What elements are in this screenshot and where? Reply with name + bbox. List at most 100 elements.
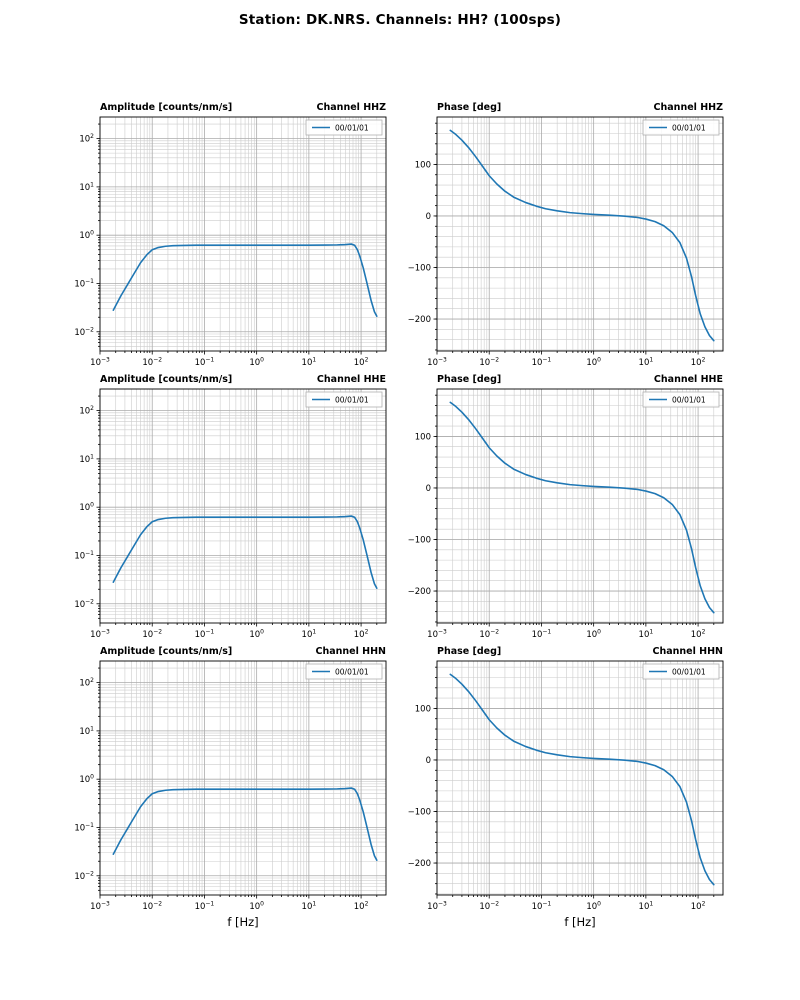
legend-label: 00/01/01 (672, 395, 706, 404)
svg-text:101: 101 (639, 901, 654, 913)
svg-text:102: 102 (79, 133, 94, 145)
subplot-title-left: Amplitude [counts/nm/s] (100, 102, 232, 113)
svg-text:10−2: 10−2 (142, 901, 162, 913)
svg-text:10−1: 10−1 (195, 629, 215, 641)
svg-text:100: 100 (249, 901, 264, 913)
axis-ticks (96, 123, 378, 355)
svg-text:101: 101 (302, 629, 317, 641)
svg-text:10−1: 10−1 (532, 901, 552, 913)
legend-label: 00/01/01 (672, 667, 706, 676)
chart-amplitude-hhz: 10−3 10−2 10−1 100 101 102 10−2 10−1 100 101 102 Am… (74, 102, 387, 368)
svg-text:−200: −200 (408, 315, 431, 325)
svg-text:0: 0 (426, 756, 431, 766)
major-grid (99, 389, 386, 623)
x-axis-label-amplitude: f [Hz] (227, 915, 259, 929)
subplot-title-right: Channel HHZ (317, 102, 387, 113)
svg-text:101: 101 (302, 901, 317, 913)
series-line (449, 401, 715, 614)
svg-text:102: 102 (79, 677, 94, 689)
subplot-title-right: Channel HHN (652, 646, 723, 657)
axes-frame (99, 660, 387, 896)
svg-text:10−3: 10−3 (427, 629, 447, 641)
svg-text:−100: −100 (408, 808, 431, 818)
svg-text:10−2: 10−2 (74, 326, 94, 338)
subplot-amplitude-hhe: 10−3 10−2 10−1 100 101 102 10−2 10−1 100 101 102 Am… (54, 369, 394, 641)
svg-text:102: 102 (691, 629, 706, 641)
svg-text:100: 100 (249, 629, 264, 641)
series-line (112, 787, 378, 862)
subplot-phase-hhe: 10−3 10−2 10−1 100 101 102 −200 −100 0 100 Phase [… (391, 369, 731, 641)
tick-labels: 10−3 10−2 10−1 100 101 102 10−2 10−1 100 101 102 (74, 133, 368, 368)
minor-grid (100, 661, 386, 895)
svg-text:−100: −100 (408, 264, 431, 274)
subplot-title-left: Amplitude [counts/nm/s] (100, 646, 232, 657)
tick-labels: 10−3 10−2 10−1 100 101 102 10−2 10−1 100 101 102 (74, 405, 368, 640)
major-grid (99, 661, 386, 895)
x-axis-label-phase: f [Hz] (564, 915, 596, 929)
minor-grid (437, 117, 723, 351)
figure-title: Station: DK.NRS. Channels: HH? (100sps) (238, 12, 562, 28)
svg-text:10−2: 10−2 (142, 629, 162, 641)
legend-label: 00/01/01 (335, 395, 369, 404)
subplot-phase-hhz: 10−3 10−2 10−1 100 101 102 −200 −100 0 100 Phase [… (391, 97, 731, 369)
subplot-title-left: Phase [deg] (437, 646, 501, 657)
legend: 00/01/01 (642, 391, 720, 408)
svg-text:102: 102 (354, 901, 369, 913)
legend-label: 00/01/01 (672, 123, 706, 132)
svg-text:102: 102 (354, 357, 369, 369)
svg-text:101: 101 (302, 357, 317, 369)
svg-text:−200: −200 (408, 587, 431, 597)
subplot-title-left: Phase [deg] (437, 102, 501, 113)
svg-text:0: 0 (426, 212, 431, 222)
svg-text:100: 100 (586, 901, 601, 913)
minor-grid (100, 389, 386, 623)
major-grid (436, 389, 723, 623)
svg-text:101: 101 (639, 357, 654, 369)
chart-phase-hhn: 10−3 10−2 10−1 100 101 102 −200 −100 0 100 Phase [… (408, 646, 724, 912)
svg-text:10−1: 10−1 (532, 357, 552, 369)
chart-amplitude-hhn: 10−3 10−2 10−1 100 101 102 10−2 10−1 100 101 102 Am… (74, 646, 387, 912)
svg-text:−100: −100 (408, 536, 431, 546)
svg-text:10−3: 10−3 (90, 357, 110, 369)
tick-labels: 10−3 10−2 10−1 100 101 102 −200 −100 0 100 (408, 704, 706, 912)
axes-frame (99, 116, 387, 352)
major-grid (99, 117, 386, 351)
axis-ticks (96, 667, 378, 899)
svg-text:10−1: 10−1 (195, 901, 215, 913)
tick-labels: 10−3 10−2 10−1 100 101 102 10−2 10−1 100 101 102 (74, 677, 368, 912)
svg-text:10−1: 10−1 (74, 822, 94, 834)
svg-text:10−3: 10−3 (427, 357, 447, 369)
subplot-amplitude-hhn: 10−3 10−2 10−1 100 101 102 10−2 10−1 100 101 102 Am… (54, 641, 394, 913)
chart-amplitude-hhe: 10−3 10−2 10−1 100 101 102 10−2 10−1 100 101 102 Am… (74, 374, 387, 640)
svg-text:0: 0 (426, 484, 431, 494)
subplot-title-left: Phase [deg] (437, 374, 501, 385)
svg-text:100: 100 (249, 357, 264, 369)
svg-text:101: 101 (639, 629, 654, 641)
svg-text:100: 100 (415, 432, 431, 442)
legend: 00/01/01 (305, 663, 383, 680)
svg-text:10−1: 10−1 (532, 629, 552, 641)
svg-text:100: 100 (79, 774, 94, 786)
legend-label: 00/01/01 (335, 667, 369, 676)
svg-text:102: 102 (691, 357, 706, 369)
svg-text:10−3: 10−3 (427, 901, 447, 913)
axes-frame (436, 660, 724, 896)
axes-frame (99, 388, 387, 624)
series-line (112, 515, 378, 590)
svg-text:101: 101 (79, 181, 94, 193)
subplot-title-right: Channel HHE (654, 374, 723, 385)
subplot-phase-hhn: 10−3 10−2 10−1 100 101 102 −200 −100 0 100 Phase [… (391, 641, 731, 913)
tick-labels: 10−3 10−2 10−1 100 101 102 −200 −100 0 100 (408, 160, 706, 368)
legend-label: 00/01/01 (335, 123, 369, 132)
minor-grid (437, 389, 723, 623)
series-line (112, 243, 378, 318)
svg-text:10−2: 10−2 (74, 598, 94, 610)
subplot-amplitude-hhz: 10−3 10−2 10−1 100 101 102 10−2 10−1 100 101 102 Am… (54, 97, 394, 369)
svg-text:10−2: 10−2 (74, 870, 94, 882)
chart-phase-hhe: 10−3 10−2 10−1 100 101 102 −200 −100 0 100 Phase [… (408, 374, 724, 641)
svg-text:101: 101 (79, 453, 94, 465)
svg-text:100: 100 (79, 502, 94, 514)
svg-text:10−3: 10−3 (90, 901, 110, 913)
major-grid (436, 117, 723, 351)
